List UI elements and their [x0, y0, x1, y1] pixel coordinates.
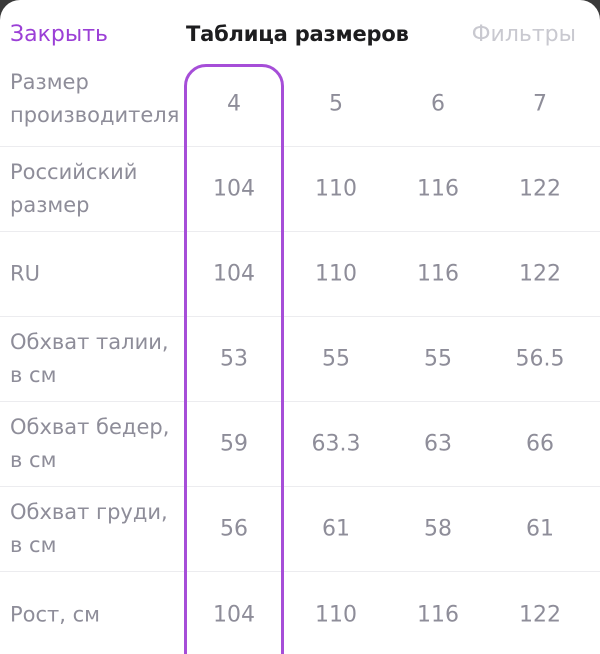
- row-label: Рост, см: [10, 602, 101, 627]
- table-cell[interactable]: 116: [417, 176, 459, 202]
- table-cell[interactable]: 59: [220, 431, 248, 457]
- filters-button[interactable]: Фильтры: [471, 22, 576, 47]
- row-label: Обхват талии, в см: [10, 330, 169, 387]
- close-button[interactable]: Закрыть: [10, 22, 108, 47]
- row-label: Обхват бедер, в см: [10, 415, 170, 472]
- row-label: RU: [10, 261, 40, 286]
- table-cell[interactable]: 122: [519, 176, 561, 202]
- table-cell[interactable]: 53: [220, 346, 248, 372]
- row-label: Обхват груди, в см: [10, 500, 168, 557]
- table-row: Обхват груди, в см 56 61 58 61: [0, 487, 600, 572]
- table-cell[interactable]: 122: [519, 602, 561, 628]
- row-label: Размер производителя: [10, 70, 180, 127]
- table-cell[interactable]: 116: [417, 602, 459, 628]
- table-cell[interactable]: 4: [227, 91, 241, 117]
- table-cell[interactable]: 56.5: [515, 346, 565, 372]
- sheet-header: Закрыть Таблица размеров Фильтры: [0, 0, 600, 62]
- table-cell[interactable]: 7: [533, 91, 547, 117]
- table-cell[interactable]: 104: [213, 602, 255, 628]
- row-label: Российский размер: [10, 160, 138, 217]
- table-cell[interactable]: 55: [322, 346, 350, 372]
- table-cell[interactable]: 104: [213, 176, 255, 202]
- table-row: Обхват бедер, в см 59 63.3 63 66: [0, 402, 600, 487]
- table-row: Размер производителя 4 5 6 7: [0, 62, 600, 147]
- size-table: Размер производителя 4 5 6 7 Российский …: [0, 62, 600, 654]
- table-row: Обхват талии, в см 53 55 55 56.5: [0, 317, 600, 402]
- page-title: Таблица размеров: [186, 22, 409, 46]
- table-cell[interactable]: 110: [315, 261, 357, 287]
- table-cell[interactable]: 63: [424, 431, 452, 457]
- table-cell[interactable]: 122: [519, 261, 561, 287]
- table-cell[interactable]: 66: [526, 431, 554, 457]
- table-cell[interactable]: 5: [329, 91, 343, 117]
- table-cell[interactable]: 55: [424, 346, 452, 372]
- table-cell[interactable]: 110: [315, 176, 357, 202]
- table-cell[interactable]: 104: [213, 261, 255, 287]
- table-cell[interactable]: 63.3: [311, 431, 361, 457]
- table-cell[interactable]: 61: [322, 516, 350, 542]
- table-cell[interactable]: 56: [220, 516, 248, 542]
- table-row: Российский размер 104 110 116 122: [0, 147, 600, 232]
- table-cell[interactable]: 61: [526, 516, 554, 542]
- table-cell[interactable]: 110: [315, 602, 357, 628]
- table-row: Рост, см 104 110 116 122: [0, 572, 600, 654]
- table-cell[interactable]: 6: [431, 91, 445, 117]
- table-row: RU 104 110 116 122: [0, 232, 600, 317]
- table-cell[interactable]: 116: [417, 261, 459, 287]
- table-cell[interactable]: 58: [424, 516, 452, 542]
